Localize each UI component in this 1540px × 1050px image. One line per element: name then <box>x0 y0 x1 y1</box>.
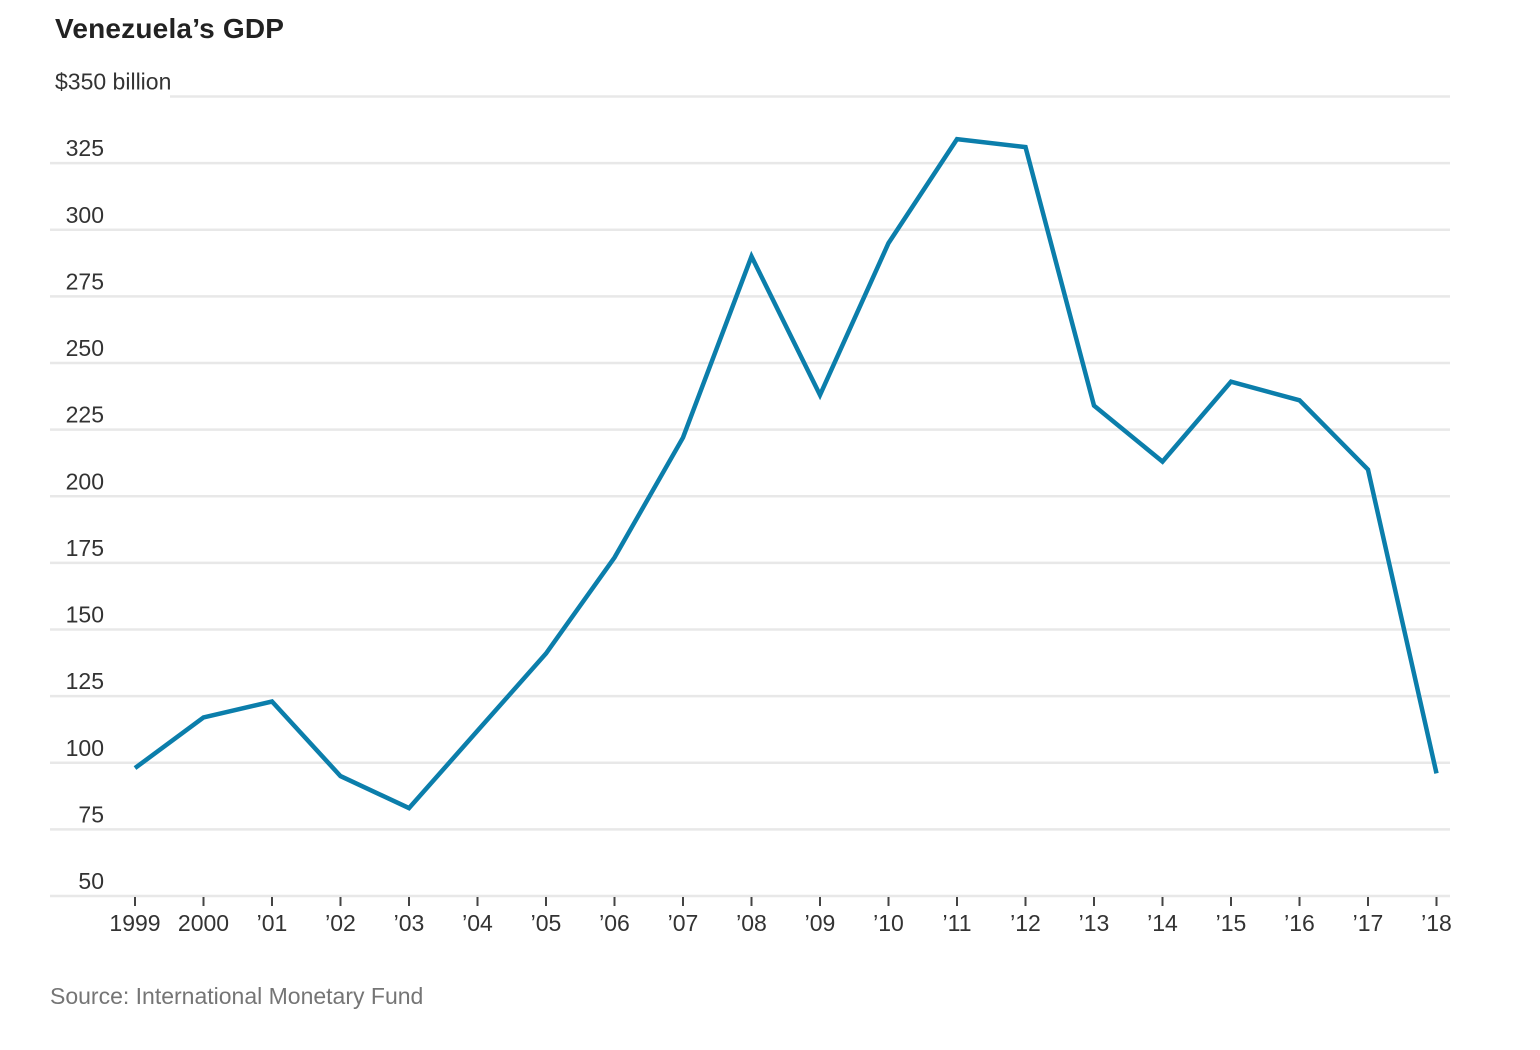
x-tick-label: 2000 <box>178 910 229 936</box>
x-tick-label: ’12 <box>1010 910 1041 936</box>
y-tick-label: 175 <box>66 535 104 561</box>
x-tick-label: ’10 <box>873 910 904 936</box>
x-tick-label: ’18 <box>1421 910 1452 936</box>
y-tick-label: 100 <box>66 735 104 761</box>
x-tick-label: ’03 <box>394 910 425 936</box>
source-note: Source: International Monetary Fund <box>50 983 424 1009</box>
y-tick-label: 50 <box>78 868 104 894</box>
y-tick-label: 275 <box>66 268 104 294</box>
x-tick-label: ’07 <box>668 910 699 936</box>
x-tick-label: ’16 <box>1284 910 1315 936</box>
x-tick-label: ’14 <box>1147 910 1178 936</box>
y-axis-unit-label: $350 billion <box>55 69 171 95</box>
y-tick-label: 300 <box>66 202 104 228</box>
x-tick-label: ’11 <box>943 910 972 936</box>
x-tick-label: ’02 <box>325 910 356 936</box>
y-tick-label: 125 <box>66 668 104 694</box>
y-tick-label: 225 <box>66 402 104 428</box>
x-tick-label: ’04 <box>462 910 493 936</box>
y-tick-label: 250 <box>66 335 104 361</box>
gdp-line <box>133 136 1439 811</box>
x-tick-label: 1999 <box>109 910 160 936</box>
y-tick-label: 200 <box>66 468 104 494</box>
chart-title: Venezuela’s GDP <box>55 13 285 44</box>
x-tick-label: ’15 <box>1216 910 1247 936</box>
y-tick-label: 75 <box>78 801 104 827</box>
x-tick-label: ’09 <box>805 910 836 936</box>
x-tick-label: ’13 <box>1079 910 1110 936</box>
y-tick-label: 325 <box>66 135 104 161</box>
x-tick-label: ’17 <box>1353 910 1384 936</box>
x-tick-label: ’05 <box>531 910 562 936</box>
y-tick-label: 150 <box>66 602 104 628</box>
x-tick-label: ’08 <box>736 910 767 936</box>
x-tick-label: ’01 <box>257 910 288 936</box>
x-tick-label: ’06 <box>599 910 630 936</box>
